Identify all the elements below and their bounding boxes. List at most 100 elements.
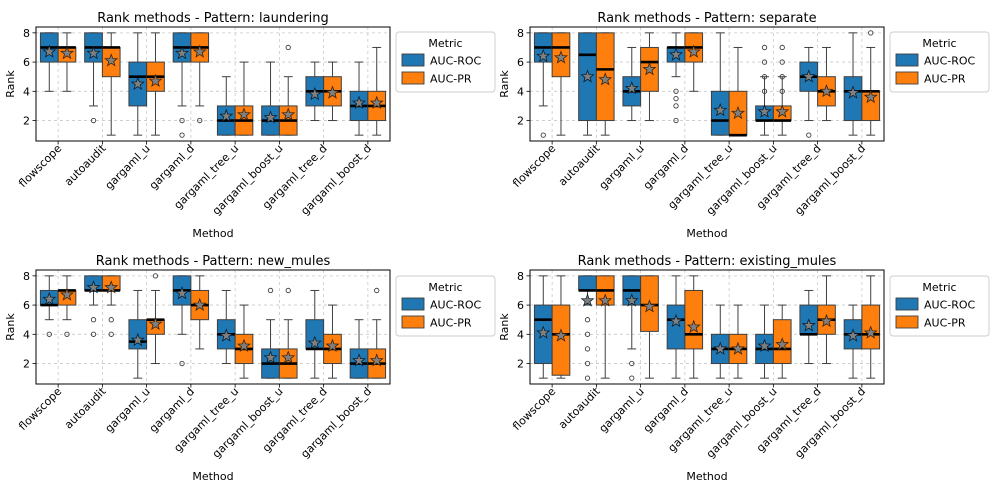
outlier-point (179, 117, 185, 124)
x-axis-label: Method (192, 227, 233, 240)
mean-star (536, 48, 551, 63)
mean-star (236, 338, 251, 352)
outlier-point (673, 103, 679, 109)
box-roc-flowscope (533, 275, 553, 379)
y-tick-label: 2 (23, 115, 30, 128)
panel-4: 2468flowscopeautoauditgargaml_ugargaml_d… (498, 254, 990, 483)
outlier-point (108, 331, 114, 337)
box-pr-gargaml_d (684, 275, 704, 379)
outlier-point (584, 317, 591, 323)
outlier-point (779, 88, 785, 94)
box-roc-gargaml_tree_d (305, 61, 325, 122)
legend-swatch (401, 53, 425, 67)
box-pr-gargaml_boost_u (278, 44, 298, 136)
legend-title: Metric (428, 281, 462, 294)
box-pr-gargaml_d (190, 275, 210, 350)
mean-star (686, 319, 701, 333)
mean-star (624, 81, 639, 95)
y-tick-label: 4 (517, 85, 524, 98)
outlier-point (179, 360, 185, 367)
mean-star (369, 353, 384, 367)
mean-star (369, 95, 384, 109)
y-tick-label: 8 (23, 27, 30, 40)
outlier-point (285, 287, 291, 294)
box-roc-gargaml_boost_u (261, 287, 280, 379)
box-pr-gargaml_tree_d (817, 46, 836, 122)
box-roc-gargaml_boost_u (755, 304, 774, 379)
x-tick-label: autoaudit (62, 141, 109, 188)
outlier-point (779, 44, 785, 51)
x-tick-label: flowscope (16, 142, 64, 190)
mean-star (263, 110, 278, 124)
mean-star (175, 286, 190, 300)
legend-entry: AUC-ROC (924, 55, 976, 68)
box-pr-gargaml_boost_d (861, 275, 881, 379)
box-pr-gargaml_tree_d (323, 304, 342, 379)
box-roc-gargaml_tree_d (799, 289, 819, 365)
mean-star (819, 313, 834, 328)
y-tick-label: 4 (23, 328, 30, 341)
box-pr-flowscope (57, 275, 77, 337)
legend: Metric AUC-ROC AUC-PR (395, 31, 496, 93)
mean-star (236, 107, 251, 121)
legend-swatch (401, 297, 425, 311)
mean-star (713, 102, 728, 117)
x-tick-label: autoaudit (556, 141, 603, 188)
legend-swatch (895, 315, 919, 329)
mean-star (42, 291, 57, 306)
mean-star (775, 337, 790, 351)
legend: Metric AUC-ROC AUC-PR (889, 275, 990, 337)
mean-star (819, 83, 834, 98)
mean-star (130, 332, 145, 347)
outlier-point (629, 375, 635, 381)
box-pr-gargaml_d (190, 32, 210, 124)
legend-title: Metric (428, 37, 462, 50)
box-pr-autoaudit (595, 275, 615, 379)
box-roc-gargaml_u (128, 289, 148, 379)
mean-star (775, 104, 790, 118)
y-tick-label: 2 (517, 115, 524, 128)
mean-star (553, 50, 568, 64)
mean-star (352, 353, 367, 367)
box-pr-gargaml_tree_u (728, 46, 748, 137)
mean-star (86, 280, 101, 294)
panel-title: Rank methods - Pattern: existing_mules (578, 254, 837, 269)
mean-star (59, 45, 74, 60)
mean-star (148, 316, 163, 331)
legend-entry: AUC-ROC (924, 299, 976, 312)
outlier-point (108, 317, 114, 323)
y-tick-label: 6 (517, 299, 524, 312)
x-tick-label: flowscope (510, 385, 558, 433)
y-tick-label: 6 (23, 56, 30, 69)
box-roc-gargaml_boost_u (261, 61, 280, 136)
x-tick-label: gargaml_u (597, 385, 647, 435)
mean-star (219, 328, 234, 342)
panel-3: 2468flowscopeautoauditgargaml_ugargaml_d… (4, 254, 496, 483)
y-axis-label: Rank (498, 70, 511, 98)
mean-star (130, 76, 145, 90)
panel-title: Rank methods - Pattern: new_mules (96, 254, 331, 269)
box-roc-gargaml_tree_d (305, 289, 325, 379)
mean-star (175, 45, 190, 60)
mean-star (325, 338, 340, 352)
box-pr-autoaudit (101, 275, 121, 337)
panel-title: Rank methods - Pattern: laundering (97, 11, 329, 26)
x-tick-label: flowscope (510, 142, 558, 190)
mean-star (42, 44, 57, 58)
mean-star (757, 104, 772, 118)
box-roc-gargaml_d (666, 275, 686, 379)
outlier-point (540, 132, 546, 138)
box-pr-gargaml_u (146, 32, 165, 136)
mean-star (642, 299, 657, 313)
box-roc-gargaml_boost_d (349, 61, 369, 136)
outlier-point (673, 117, 679, 124)
mean-star (104, 53, 119, 67)
y-tick-label: 8 (517, 270, 524, 283)
mean-star (307, 335, 322, 350)
outlier-point (267, 287, 274, 294)
y-tick-label: 8 (517, 27, 524, 40)
legend-swatch (895, 53, 919, 67)
legend-swatch (895, 297, 919, 311)
box-roc-gargaml_tree_d (799, 46, 819, 138)
legend: Metric AUC-ROC AUC-PR (889, 31, 990, 93)
